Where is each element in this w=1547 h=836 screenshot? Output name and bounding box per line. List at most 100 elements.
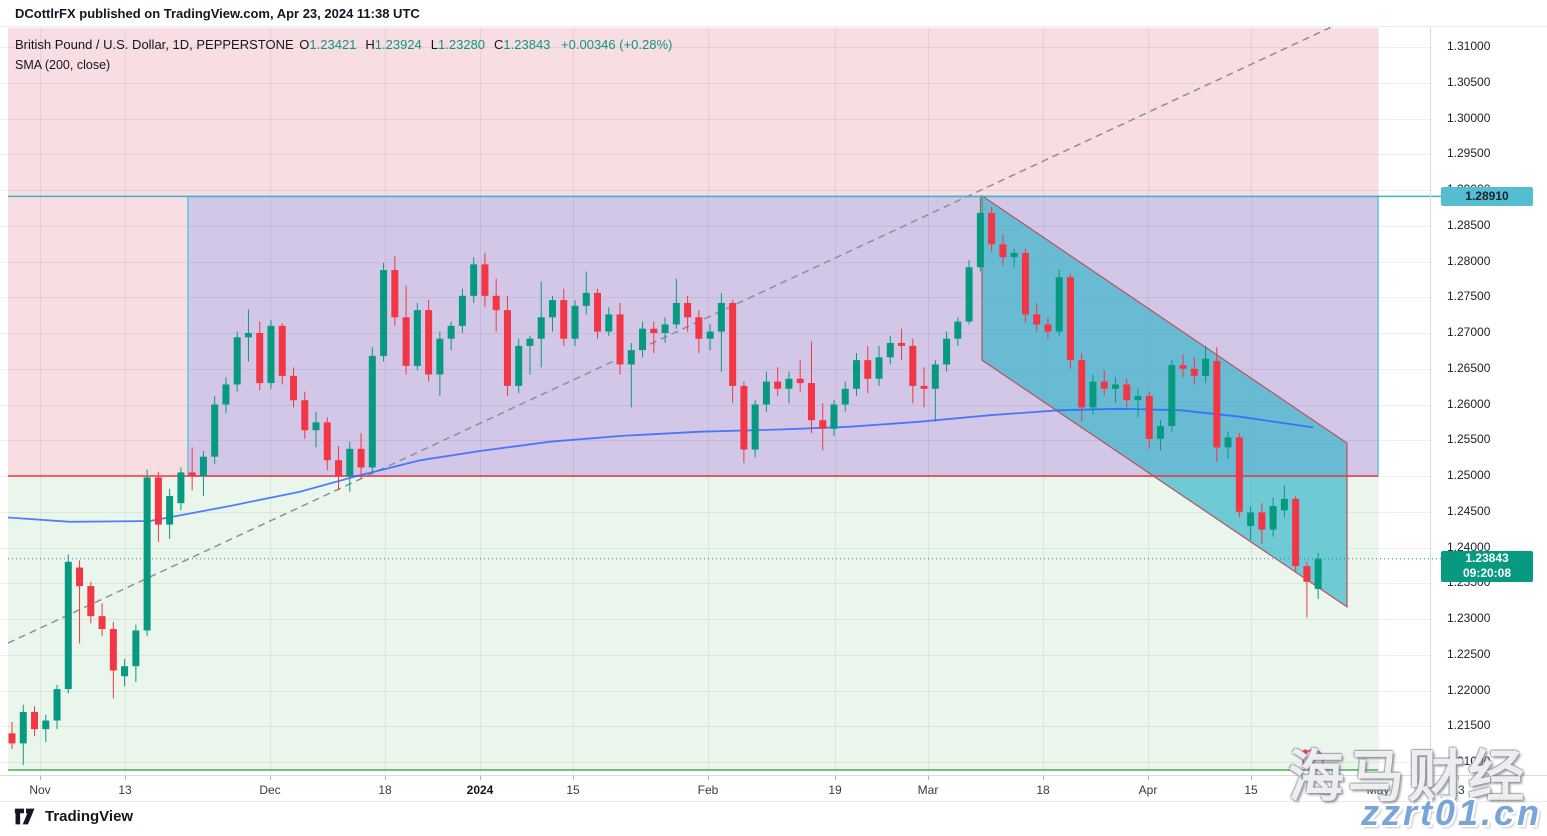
last-price-label: 1.23843 09:20:08 [1441, 550, 1533, 582]
candle-body [31, 711, 39, 730]
candle-body [762, 381, 770, 405]
tradingview-logo-icon [14, 808, 35, 825]
candle-body [402, 317, 410, 366]
high-value: 1.23924 [374, 37, 422, 52]
tradingview-logo[interactable]: TradingView [14, 808, 133, 825]
candle-body [211, 404, 219, 457]
symbol-row: British Pound / U.S. Dollar, 1D, PEPPERS… [15, 35, 679, 55]
candle-body [695, 317, 703, 339]
time-tick-mark [270, 776, 271, 780]
candle-body [853, 360, 860, 389]
candle-body [1179, 365, 1187, 369]
candle-body [1145, 395, 1153, 439]
low-label: L [430, 37, 439, 52]
publisher-bar: DCottlrFX published on TradingView.com, … [0, 0, 1547, 27]
candle-body [413, 310, 421, 366]
candle-body [166, 496, 174, 525]
long-zone [8, 476, 1378, 771]
candle-body [774, 381, 782, 389]
last-price-value: 1.23843 [1465, 551, 1509, 566]
marker-dot-icon [1302, 749, 1308, 755]
candle-body [76, 567, 84, 587]
candle-body [1303, 566, 1311, 582]
change-value: +0.00346 (+0.28%) [561, 37, 673, 52]
time-tick: 19 [828, 783, 842, 797]
candle-body [920, 385, 928, 389]
price-tick: 1.30000 [1447, 110, 1491, 125]
candle-body [751, 404, 759, 450]
candle-body [323, 422, 331, 461]
price-tick: 1.25500 [1447, 432, 1491, 447]
candle-body [785, 378, 793, 389]
time-tick-mark [708, 776, 709, 780]
candle-body [1269, 506, 1277, 530]
price-tick: 1.26000 [1447, 396, 1491, 411]
time-axis[interactable]: Nov 13 Dec 18 2024 15 Feb 19 Mar 18 Apr 15 May 13 [0, 775, 1547, 802]
time-tick-mark [40, 776, 41, 780]
price-tick: 1.24000 [1447, 539, 1491, 554]
candle-body [42, 720, 50, 730]
candle-body [594, 292, 602, 332]
time-tick: 13 [1451, 783, 1465, 797]
candle-body [672, 302, 680, 325]
price-axis[interactable]: 1.310001.305001.300001.295001.290001.285… [1430, 27, 1547, 776]
tradingview-logo-text: TradingView [45, 808, 134, 825]
high-label: H [365, 37, 375, 52]
candle-body [1292, 498, 1300, 567]
bar-countdown: 09:20:08 [1462, 566, 1512, 581]
candle-body [1258, 512, 1266, 530]
indicator-row[interactable]: SMA (200, close) [15, 55, 679, 75]
candle-body [1134, 395, 1142, 401]
candle-body [729, 302, 737, 386]
candle-body [222, 384, 230, 405]
candle-body [819, 420, 827, 429]
candle-body [875, 357, 883, 379]
candle-body [548, 300, 556, 318]
candle-body [807, 383, 815, 421]
candle-body [943, 338, 951, 365]
candle-body [830, 404, 838, 429]
candle-body [1247, 512, 1255, 527]
time-tick: 15 [566, 783, 580, 797]
candle-body [886, 343, 894, 358]
candle-body [616, 314, 624, 365]
price-tick: 1.22000 [1447, 682, 1491, 697]
price-tick: 1.28000 [1447, 253, 1491, 268]
candle-body [380, 270, 388, 356]
open-label: O [299, 37, 310, 52]
candle-body [312, 422, 320, 431]
candle-body [717, 302, 725, 332]
candle-body [526, 338, 534, 346]
candle-body [1280, 498, 1288, 511]
candle-body [515, 345, 523, 386]
time-tick: Nov [29, 783, 51, 797]
close-label: C [494, 37, 504, 52]
candle-body [233, 337, 241, 385]
price-tick: 1.30500 [1447, 74, 1491, 89]
candle-body [335, 460, 343, 476]
candle-body [1111, 384, 1119, 389]
time-tick: 15 [1244, 783, 1258, 797]
price-tick: 1.23000 [1447, 611, 1491, 625]
candle-body [278, 325, 286, 376]
candle-body [1157, 425, 1165, 439]
price-tick: 1.28500 [1447, 217, 1491, 232]
symbol-name[interactable]: British Pound / U.S. Dollar [15, 37, 166, 52]
sma-200-line[interactable] [7, 407, 1314, 523]
candle-body [605, 314, 613, 332]
candle-body [898, 343, 906, 346]
candle-body [290, 375, 297, 401]
candle-body [1033, 314, 1041, 325]
candle-body [425, 310, 433, 375]
candle-body [706, 331, 714, 339]
candle-body [796, 378, 804, 384]
candle-body [357, 448, 365, 468]
time-tick-mark [835, 776, 836, 780]
alert-price-label: 1.28910 [1441, 186, 1533, 206]
candle-body [537, 317, 545, 339]
rising-trendline-drawing[interactable] [7, 22, 1341, 644]
price-tick: 1.27500 [1447, 289, 1491, 304]
candle-body [53, 689, 61, 721]
candle-body [447, 325, 455, 339]
